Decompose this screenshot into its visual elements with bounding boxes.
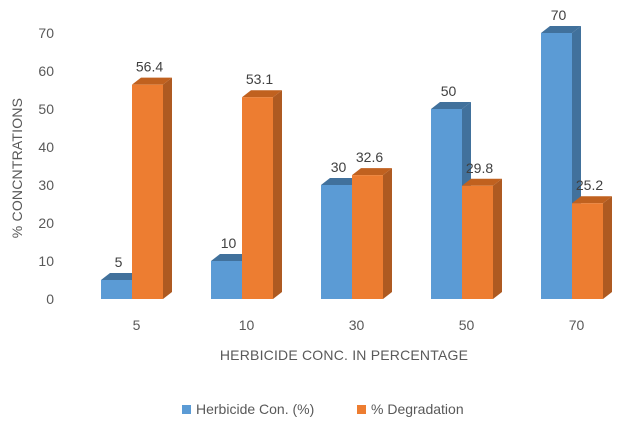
bar-degradation <box>352 168 392 299</box>
data-label-degradation: 29.8 <box>466 160 493 176</box>
legend-swatch-degradation <box>357 405 366 414</box>
legend: Herbicide Con. (%) % Degradation <box>182 401 464 417</box>
data-label-herbicide: 5 <box>115 254 123 270</box>
bar-degradation-top <box>352 168 392 176</box>
legend-swatch-herbicide <box>182 405 191 414</box>
bar-degradation-side <box>493 178 502 299</box>
bar-degradation-top <box>242 90 282 98</box>
bar-degradation-side <box>603 196 612 299</box>
y-axis-ticks: 0 10 20 30 40 50 60 70 <box>38 25 54 307</box>
data-labels: 5 56.4 10 53.1 30 32.6 50 29.8 70 25.2 <box>115 7 604 270</box>
y-tick-label: 30 <box>38 177 54 193</box>
bar-degradation-side <box>273 90 282 299</box>
bar-degradation-front <box>352 175 383 299</box>
data-label-degradation: 53.1 <box>246 71 273 87</box>
bar-herbicide-front <box>101 280 132 299</box>
bar-degradation-side <box>163 77 172 300</box>
bar-herbicide-top <box>321 178 361 185</box>
x-axis-title: HERBICIDE CONC. IN PERCENTAGE <box>220 347 468 363</box>
x-tick-label: 30 <box>349 317 365 333</box>
legend-label-degradation: % Degradation <box>371 401 464 417</box>
y-tick-label: 60 <box>38 63 54 79</box>
y-tick-label: 40 <box>38 139 54 155</box>
bar-degradation <box>462 178 502 299</box>
x-tick-label: 5 <box>133 317 141 333</box>
x-tick-label: 50 <box>459 317 475 333</box>
data-label-degradation: 25.2 <box>576 177 603 193</box>
x-tick-label: 10 <box>239 317 255 333</box>
bar-degradation-front <box>132 84 163 300</box>
bar-herbicide-front <box>321 185 352 299</box>
bars <box>101 26 612 300</box>
bar-degradation-front <box>462 185 493 299</box>
x-axis-ticks: 5 10 30 50 70 <box>133 317 585 333</box>
y-tick-label: 70 <box>38 25 54 41</box>
bar-herbicide-top <box>541 26 581 33</box>
data-label-herbicide: 30 <box>331 159 347 175</box>
bar-degradation-front <box>242 97 273 299</box>
bar-herbicide-front <box>211 261 242 299</box>
bar-degradation <box>132 77 172 300</box>
bar-herbicide-top <box>211 254 251 261</box>
bar-herbicide-front <box>431 109 462 299</box>
data-label-degradation: 32.6 <box>356 149 383 165</box>
bar-herbicide-top <box>101 273 141 280</box>
y-axis-title: % CONCNTRATIONS <box>9 98 25 238</box>
bar-degradation <box>572 196 612 299</box>
data-label-herbicide: 10 <box>221 235 237 251</box>
y-tick-label: 50 <box>38 101 54 117</box>
bar-degradation-top <box>572 196 612 204</box>
y-tick-label: 0 <box>46 291 54 307</box>
bar-herbicide-top <box>431 102 471 109</box>
x-tick-label: 70 <box>569 317 585 333</box>
bar-herbicide-front <box>541 33 572 299</box>
data-label-herbicide: 70 <box>551 7 567 23</box>
data-label-degradation: 56.4 <box>136 59 163 75</box>
bar-degradation <box>242 90 282 299</box>
bar-degradation-top <box>462 178 502 186</box>
legend-label-herbicide: Herbicide Con. (%) <box>196 401 314 417</box>
data-label-herbicide: 50 <box>441 83 457 99</box>
y-tick-label: 20 <box>38 215 54 231</box>
bar-degradation-side <box>383 168 392 299</box>
bar-degradation-top <box>132 77 172 85</box>
bar-degradation-front <box>572 203 603 299</box>
y-tick-label: 10 <box>38 253 54 269</box>
